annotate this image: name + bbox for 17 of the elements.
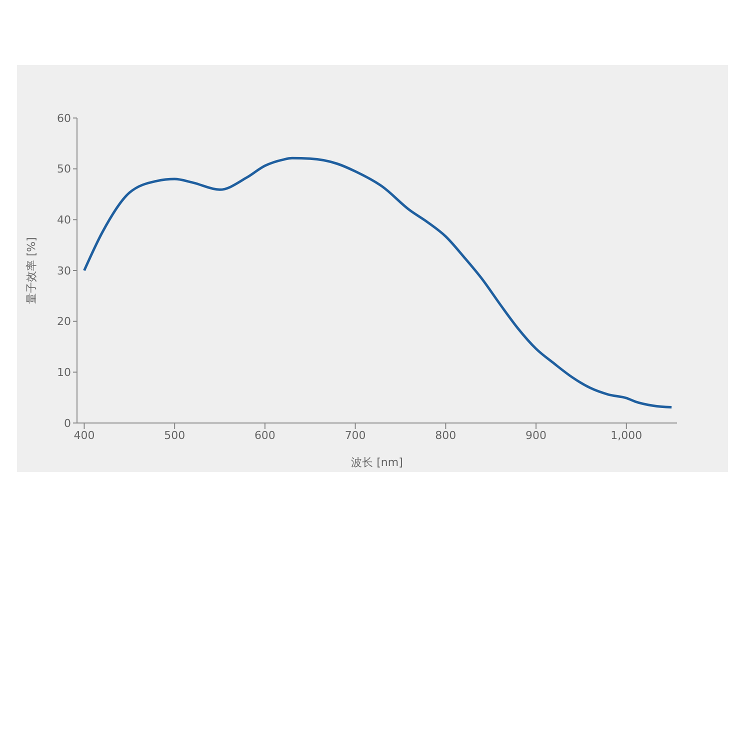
x-tick-label: 1,000 [610, 428, 642, 442]
y-tick-label: 30 [57, 264, 71, 278]
x-tick-label: 900 [526, 428, 547, 442]
y-tick-label: 40 [57, 214, 71, 227]
x-axis-title: 波长 [nm] [351, 456, 403, 469]
y-axis-title: 量子效率 [%] [24, 237, 38, 304]
x-tick-label: 500 [164, 428, 186, 442]
y-tick-label: 60 [57, 112, 71, 125]
line-series [82, 156, 673, 408]
x-tick-label: 700 [344, 428, 366, 442]
y-tick-label: 50 [57, 162, 71, 176]
x-tick-label: 600 [254, 428, 276, 442]
x-tick-label: 800 [435, 428, 456, 442]
y-tick-label: 0 [64, 416, 71, 430]
y-tick-label: 10 [57, 366, 71, 380]
x-tick-label: 400 [74, 428, 95, 442]
y-tick-label: 20 [57, 315, 71, 328]
